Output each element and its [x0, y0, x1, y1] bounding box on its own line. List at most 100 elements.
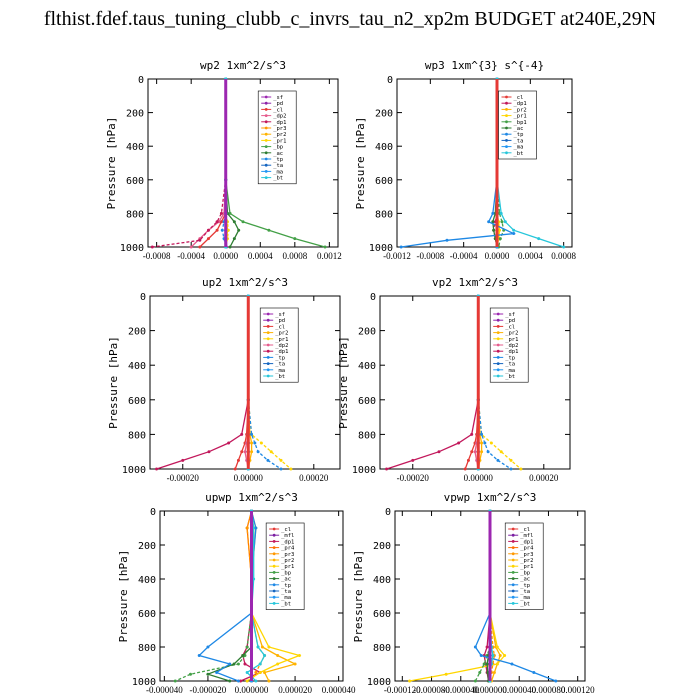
legend-marker — [272, 533, 276, 537]
x-tick-label: -0.000040 — [442, 685, 479, 695]
legend-marker — [266, 331, 270, 334]
legend-label: _cl — [520, 527, 530, 533]
legend-label: _ma — [514, 145, 524, 151]
y-axis-label: Pressure [hPa] — [337, 336, 350, 429]
series-point-bt — [258, 662, 262, 666]
legend-marker — [511, 571, 515, 574]
legend-label: _ma — [275, 368, 285, 374]
series-point-tp — [250, 432, 254, 436]
legend-marker — [505, 95, 508, 99]
series-point-tp — [256, 450, 260, 454]
legend-marker — [505, 145, 508, 149]
legend-label: _ma — [273, 169, 283, 175]
legend-label: _pr2 — [281, 558, 294, 564]
legend-label: _mfl — [520, 533, 533, 539]
series-point-bp — [482, 662, 486, 666]
legend-marker — [272, 589, 276, 593]
y-tick-label: 600 — [138, 609, 156, 620]
legend-label: _dp1 — [275, 349, 288, 355]
y-tick-label: 0 — [150, 507, 156, 518]
series-point-pr2 — [480, 441, 484, 445]
series-point-cl — [215, 228, 219, 232]
series-point-cl — [463, 467, 467, 471]
legend-label: _ac — [281, 577, 291, 583]
legend-marker — [511, 564, 515, 568]
plot-frame — [147, 78, 339, 248]
series-point-cl — [236, 458, 240, 462]
legend-label: _dp2 — [275, 343, 288, 349]
y-tick-label: 0 — [370, 292, 376, 303]
series-point-dp1 — [385, 467, 389, 471]
series-point-tp — [236, 679, 240, 683]
legend-label: _ta — [275, 362, 285, 368]
series-line-pr3 — [246, 510, 266, 682]
legend-marker — [266, 325, 270, 328]
series-point-tp — [486, 450, 490, 454]
y-tick-label: 1000 — [122, 465, 146, 476]
series-point-tp — [228, 662, 232, 666]
series-point-tp — [554, 679, 558, 683]
series-point-dp1 — [239, 679, 243, 683]
series-line-dp1 — [386, 296, 479, 470]
y-tick-label: 0 — [385, 507, 391, 518]
series-point-ac — [228, 245, 232, 249]
legend-label: _sf — [505, 312, 515, 318]
series-point-bt — [512, 228, 516, 232]
legend-marker — [264, 139, 268, 142]
legend-label: _cl — [275, 324, 285, 330]
series-point-pr2 — [498, 654, 502, 657]
series-point-bp1 — [498, 237, 502, 241]
y-tick-label: 400 — [138, 575, 156, 586]
legend-box — [498, 90, 537, 160]
legend-marker — [264, 95, 268, 99]
y-tick-label: 800 — [128, 430, 146, 441]
y-tick-label: 600 — [358, 396, 376, 407]
series-point-dp1 — [206, 228, 210, 232]
legend-marker — [496, 337, 500, 341]
series-point-ac — [206, 672, 210, 676]
legend-label: _ac — [520, 577, 530, 583]
series-point-pr3 — [254, 671, 258, 674]
legend-marker — [264, 145, 268, 149]
series-point-tp — [510, 662, 514, 666]
x-tick-label: 0.000020 — [278, 685, 312, 695]
legend-marker — [496, 343, 500, 347]
y-tick-label: 600 — [375, 176, 393, 187]
legend-label: _tp — [520, 583, 530, 589]
series-point-ac — [485, 662, 489, 666]
legend-label: _ac — [514, 126, 524, 132]
series-point-ac — [241, 654, 245, 657]
legend-label: _pr4 — [281, 546, 295, 552]
plot-frame — [396, 78, 573, 248]
legend-marker — [496, 331, 500, 334]
x-tick-label: -0.00020 — [167, 473, 200, 483]
legend-marker — [511, 546, 515, 549]
series-point-pr1 — [509, 458, 513, 462]
series-point-ac — [237, 228, 241, 232]
legend-marker — [505, 114, 508, 117]
legend-label: _cl — [505, 324, 515, 330]
legend-marker — [266, 318, 270, 322]
series-point-dp1 — [150, 245, 154, 249]
x-tick-label: 0.00020 — [299, 473, 329, 483]
series-point-pr1 — [499, 450, 503, 454]
x-tick-label: 0.0004 — [248, 251, 273, 261]
series-point-dp1 — [219, 211, 223, 215]
series-point-tp — [215, 671, 219, 674]
series-point-ac — [491, 220, 495, 224]
series-point-pr1 — [267, 645, 271, 649]
x-tick-label: 0.0004 — [518, 251, 543, 261]
legend-label: _ta — [281, 589, 291, 595]
series-point-pr1 — [258, 671, 262, 674]
x-tick-label: -0.00020 — [397, 473, 430, 483]
legend-marker — [264, 132, 268, 136]
series-point-pr2 — [492, 671, 496, 674]
series-point-dp2 — [189, 245, 193, 249]
legend-label: _cl — [281, 527, 291, 533]
series-line-bp — [175, 511, 253, 682]
series-point-pr2 — [260, 645, 264, 649]
series-point-tp — [512, 232, 516, 236]
legend-marker — [511, 602, 515, 605]
chart-panel-5: upwp 1xm^2/s^3 0 200 400 600 800 1000 Pressure … — [117, 491, 356, 695]
series-point-pr1 — [489, 441, 493, 445]
